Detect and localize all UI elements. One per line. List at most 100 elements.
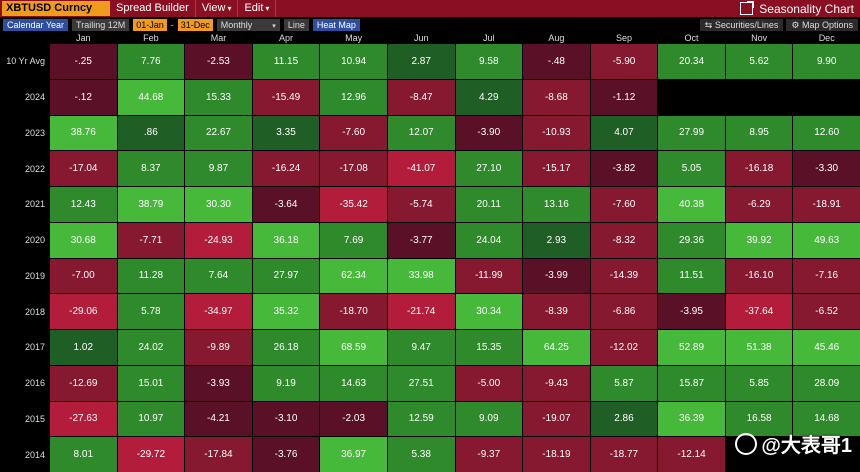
heatmap-cell[interactable]: -35.42 [320,187,387,222]
heatmap-cell[interactable]: 13.16 [523,187,590,222]
calendar-year-button[interactable]: Calendar Year [3,19,69,31]
heatmap-cell[interactable]: 35.32 [252,294,320,329]
heatmap-cell[interactable]: -4.21 [185,401,252,437]
heatmap-cell[interactable]: -41.07 [387,151,455,186]
heatmap-cell[interactable]: -3.82 [590,151,658,186]
heatmap-cell[interactable]: 2.93 [523,222,590,258]
heatmap-cell[interactable]: 24.04 [455,222,523,258]
export-icon[interactable] [740,1,755,15]
heatmap-cell[interactable]: -3.90 [455,115,523,151]
heatmap-cell[interactable]: -17.04 [50,151,117,186]
heatmap-cell[interactable]: 2.87 [387,44,455,79]
heatmap-cell[interactable]: -8.32 [590,222,658,258]
heatmap-cell[interactable]: 38.76 [50,115,117,151]
heatmap-cell[interactable]: 33.98 [387,258,455,294]
heatmap-cell[interactable]: -.48 [523,44,590,79]
heatmap-cell[interactable]: 27.99 [658,115,725,151]
heatmap-cell[interactable]: 5.38 [387,437,455,472]
heatmap-cell[interactable]: -19.07 [523,401,590,437]
heatmap-cell[interactable]: -16.24 [252,151,320,186]
spread-builder-menu[interactable]: Spread Builder [110,0,196,17]
heatmap-cell[interactable]: 7.69 [320,222,387,258]
date-from-field[interactable]: 01-Jan [133,19,167,31]
heatmap-cell[interactable]: 12.60 [793,115,860,151]
heatmap-cell[interactable]: 12.59 [387,401,455,437]
heatmap-cell[interactable]: -8.47 [387,79,455,115]
heatmap-cell[interactable]: -3.93 [185,365,252,401]
heatmap-cell[interactable]: 10.94 [320,44,387,79]
view-menu[interactable]: View ▾ [196,0,239,17]
heatmap-cell[interactable]: -8.39 [523,294,590,329]
heatmap-cell[interactable]: 68.59 [320,330,387,365]
heatmap-cell[interactable]: -11.99 [455,258,523,294]
heatmap-cell[interactable]: -27.63 [50,401,117,437]
heatmap-cell[interactable]: 9.19 [252,365,320,401]
heatmap-cell[interactable]: 45.46 [793,330,860,365]
heatmap-cell[interactable]: 1.02 [50,330,117,365]
heatmap-cell[interactable]: -12.69 [50,365,117,401]
heatmap-cell[interactable]: -5.00 [455,365,523,401]
date-to-field[interactable]: 31-Dec [177,19,213,31]
heatmap-cell[interactable]: -18.91 [793,187,860,222]
heatmap-cell[interactable]: -21.74 [387,294,455,329]
heatmap-cell[interactable]: 49.63 [793,222,860,258]
heatmap-cell[interactable]: -.12 [50,79,117,115]
heatmap-cell[interactable]: -2.03 [320,401,387,437]
heatmap-cell[interactable]: -1.12 [590,79,658,115]
heatmap-cell[interactable]: 5.62 [725,44,793,79]
heatmap-cell[interactable]: 15.87 [658,365,725,401]
heatmap-cell[interactable]: 39.92 [725,222,793,258]
heatmap-cell[interactable]: -5.74 [387,187,455,222]
heatmap-cell[interactable]: -3.77 [387,222,455,258]
heatmap-cell[interactable]: -18.70 [320,294,387,329]
heatmap-cell[interactable]: 8.95 [725,115,793,151]
heatmap-cell[interactable]: 9.87 [185,151,252,186]
heatmap-cell[interactable]: -29.06 [50,294,117,329]
heatmap-cell[interactable]: 26.18 [252,330,320,365]
heatmap-cell[interactable]: -7.71 [117,222,185,258]
heatmap-cell[interactable]: 5.05 [658,151,725,186]
heatmap-cell[interactable]: 4.29 [455,79,523,115]
heatmap-cell[interactable]: 64.25 [523,330,590,365]
heatmap-cell[interactable]: 52.89 [658,330,725,365]
trailing-12m-button[interactable]: Trailing 12M [72,19,130,31]
edit-menu[interactable]: Edit ▾ [238,0,277,17]
heatmap-cell[interactable]: -16.18 [725,151,793,186]
heatmap-cell[interactable]: 20.34 [658,44,725,79]
heatmap-cell[interactable]: -37.64 [725,294,793,329]
heatmap-cell[interactable]: 7.76 [117,44,185,79]
heatmap-cell[interactable]: -12.02 [590,330,658,365]
heatmap-cell[interactable]: 3.35 [252,115,320,151]
line-view-button[interactable]: Line [283,19,309,31]
heatmap-cell[interactable]: -.25 [50,44,117,79]
heatmap-cell[interactable]: 36.39 [658,401,725,437]
heatmap-cell[interactable]: -15.49 [252,79,320,115]
heatmap-cell[interactable]: -2.53 [185,44,252,79]
heatmap-cell[interactable]: 15.35 [455,330,523,365]
heatmap-cell[interactable]: 12.96 [320,79,387,115]
heatmap-cell[interactable]: 5.85 [725,365,793,401]
heatmap-cell[interactable]: -17.08 [320,151,387,186]
heatmap-cell[interactable]: 36.97 [320,437,387,472]
heatmap-cell[interactable]: -6.29 [725,187,793,222]
heatmap-cell[interactable]: -24.93 [185,222,252,258]
heatmap-cell[interactable]: -29.72 [117,437,185,472]
heatmap-cell[interactable]: 27.51 [387,365,455,401]
heatmap-cell[interactable]: -5.90 [590,44,658,79]
heatmap-cell[interactable]: .86 [117,115,185,151]
heatmap-cell[interactable]: 40.38 [658,187,725,222]
heatmap-cell[interactable]: 30.68 [50,222,117,258]
heatmap-cell[interactable]: -14.39 [590,258,658,294]
heatmap-cell[interactable]: 30.34 [455,294,523,329]
heat-map-button[interactable]: Heat Map [312,19,360,31]
heatmap-cell[interactable]: -6.86 [590,294,658,329]
heatmap-cell[interactable]: -3.95 [658,294,725,329]
heatmap-cell[interactable]: 12.07 [387,115,455,151]
heatmap-cell[interactable]: 9.90 [793,44,860,79]
frequency-select[interactable]: Monthly ▾ [216,19,280,31]
heatmap-cell[interactable]: 20.11 [455,187,523,222]
heatmap-cell[interactable]: -18.77 [590,437,658,472]
heatmap-cell[interactable]: 8.37 [117,151,185,186]
heatmap-cell[interactable]: -15.17 [523,151,590,186]
heatmap-cell[interactable]: -3.64 [252,187,320,222]
